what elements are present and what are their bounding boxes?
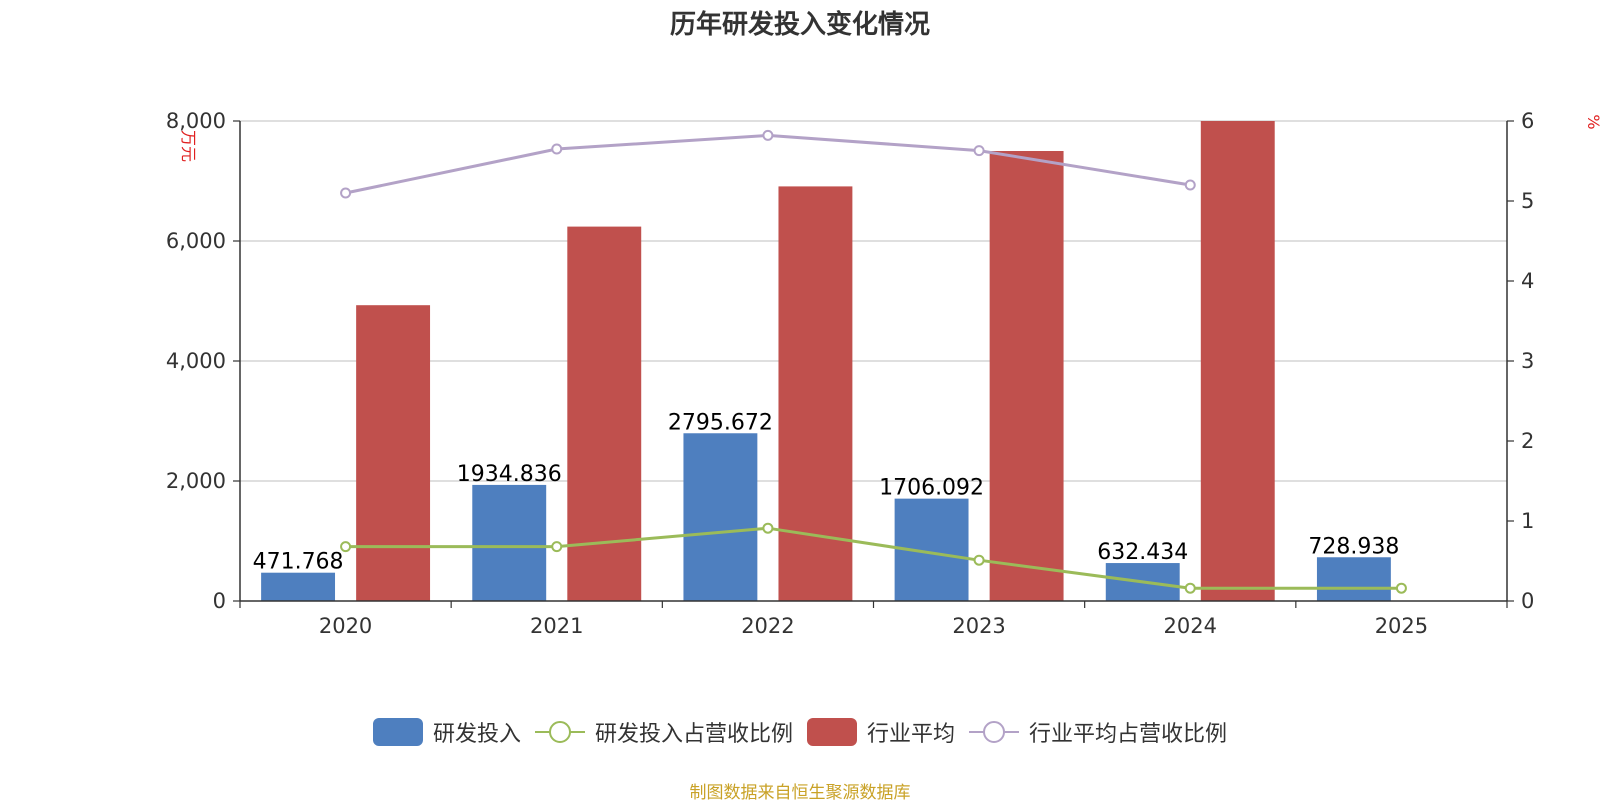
bar-data-label: 1934.836 xyxy=(457,462,562,487)
x-axis-tick-label: 2020 xyxy=(319,614,372,638)
x-axis-tick-label: 2021 xyxy=(530,614,583,638)
bar-data-label: 1706.092 xyxy=(879,476,984,501)
bar xyxy=(356,305,431,601)
x-axis-tick-label: 2024 xyxy=(1164,614,1217,638)
left-axis-tick-label: 4,000 xyxy=(166,349,226,373)
legend-label-industry-avg: 行业平均 xyxy=(867,722,956,747)
left-axis-tick-label: 8,000 xyxy=(166,109,226,133)
line-point xyxy=(551,143,563,155)
bar-marks xyxy=(261,121,1391,601)
legend-item-rd-investment[interactable]: 研发投入 xyxy=(372,716,521,748)
legend-swatch-rd-investment xyxy=(372,718,423,746)
line-point xyxy=(973,145,985,157)
line-point xyxy=(1395,582,1407,594)
right-axis-tick-label: 2 xyxy=(1521,429,1534,453)
legend-item-industry-avg[interactable]: 行业平均 xyxy=(807,716,955,748)
line-point xyxy=(340,187,352,199)
bar xyxy=(261,572,336,601)
legend-swatch-rd-ratio xyxy=(534,721,585,743)
right-axis-tick-label: 4 xyxy=(1521,269,1534,293)
bar xyxy=(683,433,758,601)
left-axis-tick-label: 2,000 xyxy=(166,469,226,493)
line-point xyxy=(1184,582,1196,594)
bar xyxy=(1200,121,1275,601)
source-note: 制图数据来自恒生聚源数据库 xyxy=(689,783,911,803)
legend: 研发投入 研发投入占营收比例 行业平均 行业平均占营收比例 xyxy=(0,716,1600,748)
bar-data-label: 2795.672 xyxy=(668,410,773,435)
chart-title: 历年研发投入变化情况 xyxy=(669,10,930,40)
x-axis-tick-label: 2025 xyxy=(1375,614,1428,638)
legend-label-rd-ratio: 研发投入占营收比例 xyxy=(594,722,793,747)
line-point xyxy=(762,129,774,141)
line-point xyxy=(1184,179,1196,191)
right-axis-tick-label: 6 xyxy=(1521,109,1534,133)
legend-swatch-industry-avg xyxy=(807,718,857,746)
legend-item-industry-ratio[interactable]: 行业平均占营收比例 xyxy=(969,716,1227,748)
right-axis-tick-label: 0 xyxy=(1521,589,1534,613)
bar-data-label: 728.938 xyxy=(1308,534,1399,559)
bar xyxy=(1316,557,1391,601)
line-marks xyxy=(340,129,1407,594)
axes: 0 2,000 4,000 6,000 8,000 0 1 2 3 4 5 6 2020 2021 2022… xyxy=(166,109,1535,638)
legend-item-rd-ratio[interactable]: 研发投入占营收比例 xyxy=(534,716,793,748)
left-axis-tick-label: 6,000 xyxy=(166,229,226,253)
line-point xyxy=(973,554,985,566)
data-labels: 471.768 1934.836 2795.672 1706.092 632.434 72… xyxy=(253,410,1400,574)
left-axis-tick-label: 0 xyxy=(213,589,226,613)
grid-lines xyxy=(240,120,1507,482)
right-axis-tick-label: 3 xyxy=(1521,349,1534,373)
right-axis-unit: % xyxy=(1584,114,1600,129)
x-axis-tick-label: 2022 xyxy=(741,614,794,638)
line-point xyxy=(551,541,563,553)
legend-swatch-industry-ratio xyxy=(969,721,1020,743)
series-line xyxy=(345,526,1402,590)
line-point xyxy=(340,541,352,553)
right-axis-tick-label: 5 xyxy=(1521,189,1534,213)
line-point xyxy=(762,522,774,534)
left-axis-unit: 万元 xyxy=(179,130,198,162)
bar xyxy=(567,226,642,601)
legend-label-rd-investment: 研发投入 xyxy=(432,722,521,747)
bar xyxy=(989,151,1064,601)
right-axis-tick-label: 1 xyxy=(1521,509,1534,533)
bar-data-label: 471.768 xyxy=(253,550,344,575)
legend-label-industry-ratio: 行业平均占营收比例 xyxy=(1029,722,1228,747)
bar-data-label: 632.434 xyxy=(1097,540,1188,565)
x-axis-tick-label: 2023 xyxy=(952,614,1005,638)
bar xyxy=(472,484,547,601)
